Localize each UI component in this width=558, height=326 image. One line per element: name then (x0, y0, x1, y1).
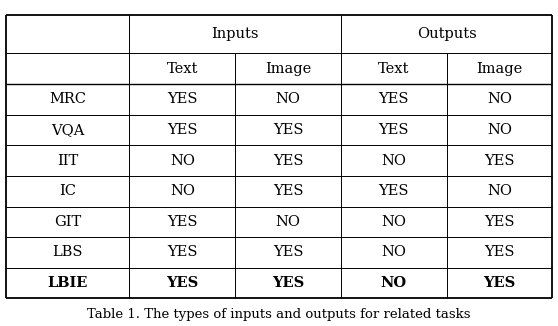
Text: MRC: MRC (49, 93, 86, 107)
Text: YES: YES (167, 123, 198, 137)
Text: YES: YES (167, 93, 198, 107)
Text: YES: YES (273, 184, 304, 198)
Text: NO: NO (170, 184, 195, 198)
Text: YES: YES (378, 184, 409, 198)
Text: VQA: VQA (51, 123, 84, 137)
Text: Text: Text (378, 62, 410, 76)
Text: Inputs: Inputs (211, 27, 259, 41)
Text: Outputs: Outputs (417, 27, 477, 41)
Text: YES: YES (484, 215, 515, 229)
Text: YES: YES (378, 93, 409, 107)
Text: YES: YES (272, 276, 304, 290)
Text: YES: YES (378, 123, 409, 137)
Text: NO: NO (487, 93, 512, 107)
Text: NO: NO (276, 93, 301, 107)
Text: LBS: LBS (52, 245, 83, 259)
Text: YES: YES (166, 276, 199, 290)
Text: YES: YES (483, 276, 516, 290)
Text: Image: Image (477, 62, 523, 76)
Text: YES: YES (273, 245, 304, 259)
Text: Image: Image (265, 62, 311, 76)
Text: NO: NO (487, 184, 512, 198)
Text: IC: IC (59, 184, 76, 198)
Text: Text: Text (167, 62, 198, 76)
Text: NO: NO (381, 215, 406, 229)
Text: YES: YES (273, 154, 304, 168)
Text: Table 1. The types of inputs and outputs for related tasks: Table 1. The types of inputs and outputs… (87, 308, 471, 321)
Text: YES: YES (273, 123, 304, 137)
Text: NO: NO (276, 215, 301, 229)
Text: YES: YES (167, 245, 198, 259)
Text: GIT: GIT (54, 215, 81, 229)
Text: LBIE: LBIE (47, 276, 88, 290)
Text: YES: YES (484, 245, 515, 259)
Text: YES: YES (167, 215, 198, 229)
Text: IIT: IIT (57, 154, 78, 168)
Text: NO: NO (381, 245, 406, 259)
Text: NO: NO (381, 154, 406, 168)
Text: NO: NO (381, 276, 407, 290)
Text: NO: NO (170, 154, 195, 168)
Text: NO: NO (487, 123, 512, 137)
Text: YES: YES (484, 154, 515, 168)
